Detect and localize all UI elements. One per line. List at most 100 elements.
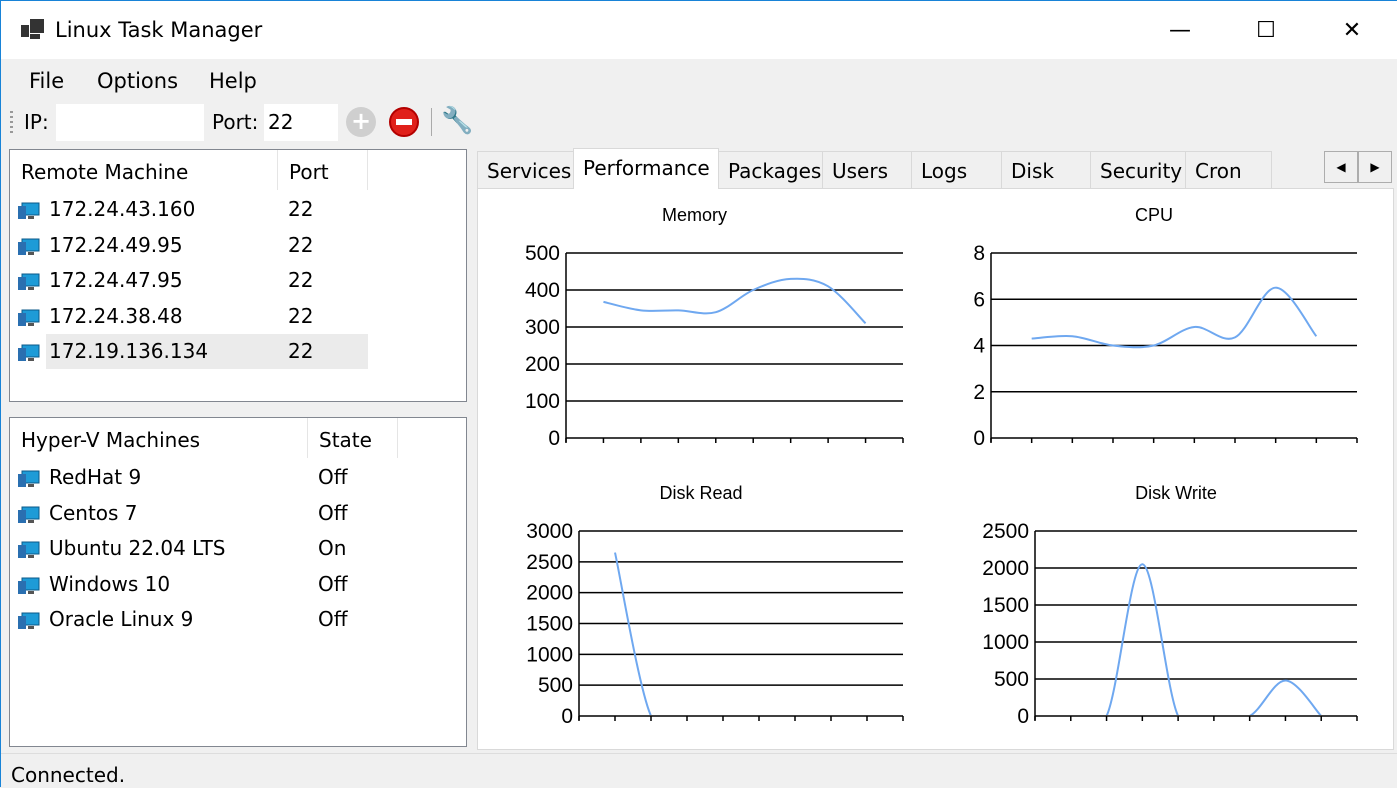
y-tick-label: 100 — [525, 390, 560, 413]
list-item[interactable]: Ubuntu 22.04 LTS On — [10, 531, 368, 566]
menu-bar: File Options Help — [1, 59, 1397, 101]
list-item[interactable]: Windows 10 Off — [10, 567, 368, 602]
y-tick-label: 500 — [538, 674, 573, 697]
machine-state: On — [318, 536, 347, 560]
toolbar-separator — [431, 108, 432, 136]
list-item[interactable]: 172.24.38.48 22 — [18, 299, 368, 334]
hyperv-machines-list: Hyper-V Machines State RedHat 9 Off Centos… — [9, 417, 467, 747]
menu-file[interactable]: File — [29, 69, 65, 93]
series-line — [1031, 286, 1318, 349]
y-tick-label: 300 — [525, 316, 560, 339]
tab-cron[interactable]: Cron — [1185, 151, 1272, 188]
toolbar: IP: Port: 22 + 🔧 — [1, 101, 1397, 144]
machine-name: Centos 7 — [49, 500, 138, 525]
list-item[interactable]: 172.19.136.134 22 — [18, 334, 368, 369]
machine-name: Ubuntu 22.04 LTS — [49, 536, 226, 560]
toolbar-grip[interactable] — [10, 111, 13, 133]
menu-help[interactable]: Help — [209, 69, 257, 93]
y-tick-label: 500 — [525, 242, 560, 265]
window-title: Linux Task Manager — [55, 18, 263, 42]
list-item[interactable]: Centos 7 Off — [10, 496, 368, 531]
y-tick-label: 2000 — [526, 582, 573, 605]
performance-panel: Memory 0 100 200 300 400 500 CPU 0 2 4 6 8 Disk Read 0… — [477, 188, 1394, 750]
maximize-button[interactable]: ☐ — [1256, 17, 1276, 43]
tab-scroll-left-button[interactable]: ◀ — [1324, 151, 1358, 183]
y-tick-label: 2500 — [526, 551, 573, 574]
wrench-icon: 🔧 — [441, 106, 474, 136]
computer-icon — [18, 343, 40, 361]
chart-title: Memory — [662, 205, 727, 225]
ip-label: IP: — [24, 110, 49, 134]
column-header-state[interactable]: State — [308, 418, 398, 458]
minus-circle-icon — [396, 119, 412, 125]
machine-name: RedHat 9 — [49, 465, 142, 489]
menu-options[interactable]: Options — [97, 69, 179, 93]
list-item[interactable]: RedHat 9 Off — [10, 460, 368, 495]
y-tick-label: 1000 — [526, 643, 573, 666]
list-item[interactable]: 172.24.49.95 22 — [18, 228, 368, 263]
tab-performance[interactable]: Performance — [573, 148, 719, 189]
y-tick-label: 400 — [525, 279, 560, 302]
computer-icon — [18, 237, 40, 255]
computer-icon — [18, 505, 40, 523]
machine-state: Off — [318, 465, 348, 489]
y-tick-label: 3000 — [526, 520, 573, 543]
machine-port: 22 — [288, 197, 314, 221]
tab-disk[interactable]: Disk — [1001, 151, 1091, 188]
y-tick-label: 1500 — [526, 613, 573, 636]
minimize-button[interactable]: — — [1169, 17, 1191, 43]
computer-icon — [18, 308, 40, 326]
computer-icon — [18, 201, 40, 219]
ip-input[interactable] — [56, 104, 204, 141]
add-connection-button[interactable]: + — [346, 107, 376, 137]
plus-circle-icon: + — [350, 107, 372, 135]
title-bar: Linux Task Manager — ☐ ✕ — [1, 1, 1397, 59]
y-tick-label: 0 — [561, 705, 573, 728]
computer-icon — [18, 611, 40, 629]
tab-security[interactable]: Security — [1090, 151, 1186, 188]
computer-icon — [18, 540, 40, 558]
status-bar: Connected. — [1, 753, 1397, 788]
chart-title: CPU — [1135, 205, 1173, 225]
machine-name: 172.24.43.160 — [49, 197, 196, 221]
column-header-port[interactable]: Port — [278, 150, 368, 190]
machine-name: Windows 10 — [49, 571, 171, 596]
machine-port: 22 — [288, 232, 314, 257]
y-tick-label: 0 — [548, 427, 560, 450]
close-button[interactable]: ✕ — [1342, 17, 1362, 43]
tab-users[interactable]: Users — [822, 151, 912, 188]
series-line — [1105, 563, 1322, 715]
tab-packages[interactable]: Packages — [718, 151, 823, 188]
y-tick-label: 2500 — [982, 520, 1029, 543]
list-item[interactable]: 172.24.47.95 22 — [18, 263, 368, 298]
column-header-remote-machine[interactable]: Remote Machine — [10, 150, 278, 190]
app-icon — [21, 19, 45, 41]
list-item[interactable]: Oracle Linux 9 Off — [10, 602, 368, 637]
y-tick-label: 1500 — [982, 594, 1029, 617]
machine-state: Off — [318, 571, 348, 596]
column-header-hyperv-machines[interactable]: Hyper-V Machines — [10, 418, 308, 458]
y-tick-label: 500 — [994, 668, 1029, 691]
series-line — [614, 552, 867, 715]
list-item[interactable]: 172.24.43.160 22 — [18, 192, 368, 227]
computer-icon — [18, 469, 40, 487]
machine-port: 22 — [288, 339, 314, 363]
remove-connection-button[interactable] — [389, 107, 419, 137]
y-tick-label: 1000 — [982, 631, 1029, 654]
y-tick-label: 2 — [973, 381, 985, 404]
settings-button[interactable]: 🔧 — [441, 106, 474, 137]
tab-scroll-right-button[interactable]: ▶ — [1358, 151, 1392, 183]
machine-name: 172.24.47.95 — [49, 268, 183, 292]
y-tick-label: 8 — [973, 242, 985, 265]
tab-logs[interactable]: Logs — [911, 151, 1002, 188]
port-input[interactable]: 22 — [264, 104, 338, 141]
machine-name: 172.24.38.48 — [49, 303, 183, 328]
machine-state: Off — [318, 500, 348, 525]
tab-services[interactable]: Services — [477, 151, 574, 188]
machine-port: 22 — [288, 303, 314, 328]
y-tick-label: 0 — [1017, 705, 1029, 728]
y-tick-label: 4 — [973, 335, 985, 358]
port-label: Port: — [212, 110, 259, 134]
chart-title: Disk Write — [1135, 483, 1217, 503]
